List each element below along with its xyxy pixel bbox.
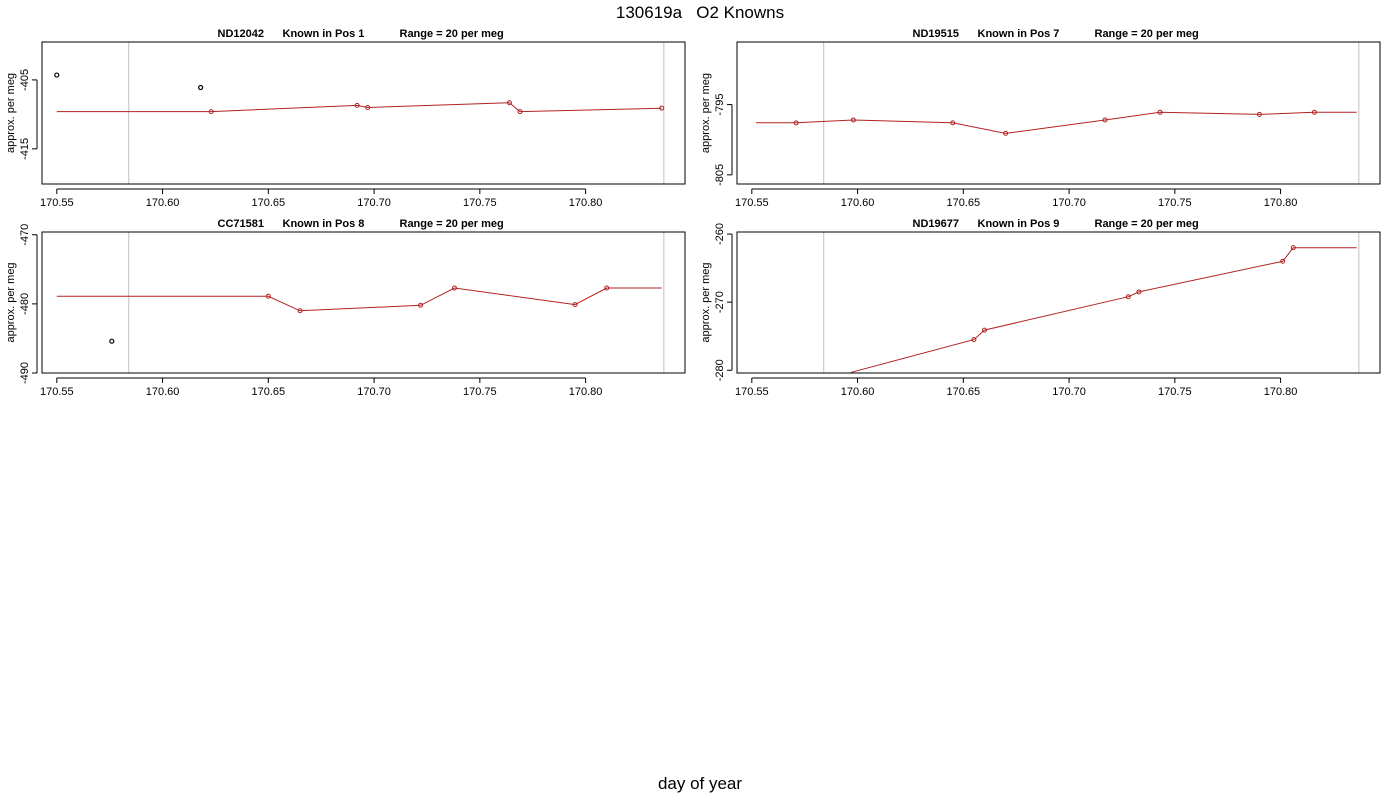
- y-axis-label: approx. per meg: [700, 262, 712, 342]
- data-point: [950, 120, 956, 126]
- data-point: [971, 337, 977, 343]
- panel-title-part: ND12042: [218, 28, 264, 40]
- y-tick-label: -795: [714, 94, 726, 116]
- y-tick-label: -480: [19, 293, 31, 315]
- x-tick-label: 170.65: [251, 386, 285, 398]
- panel-title-part: Known in Pos 9: [978, 218, 1060, 230]
- panel-title-part: Range = 20 per meg: [400, 28, 504, 40]
- data-point: [365, 104, 371, 110]
- data-point: [1003, 130, 1009, 136]
- data-point: [604, 285, 610, 291]
- x-tick-label: 170.65: [251, 197, 285, 209]
- panel-title-part: CC71581: [218, 218, 264, 230]
- outlier-point: [109, 338, 115, 344]
- x-tick-label: 170.70: [357, 386, 391, 398]
- y-tick-label: -805: [714, 164, 726, 186]
- data-point: [1311, 109, 1317, 115]
- data-point: [451, 285, 457, 291]
- x-tick-label: 170.70: [1052, 386, 1086, 398]
- x-tick-label: 170.70: [357, 197, 391, 209]
- panel-title-part: Range = 20 per meg: [1095, 28, 1199, 40]
- panel-title-part: ND19677: [913, 218, 959, 230]
- data-point: [297, 308, 303, 314]
- x-tick-label: 170.60: [146, 386, 180, 398]
- panel-title-part: Known in Pos 8: [283, 218, 365, 230]
- series-line: [56, 102, 662, 113]
- x-tick-label: 170.60: [841, 386, 875, 398]
- panel-1: ND12042 Known in Pos 1 Range = 20 per meg 1…: [5, 28, 686, 209]
- panel-title-part: Range = 20 per meg: [400, 218, 504, 230]
- series-line: [851, 247, 1357, 373]
- x-tick-label: 170.75: [463, 197, 497, 209]
- x-tick-label: 170.80: [1264, 197, 1298, 209]
- panel-title-part: Known in Pos 7: [978, 28, 1060, 40]
- data-point: [850, 117, 856, 123]
- plot-frame: [736, 231, 1381, 374]
- y-axis-label: approx. per meg: [5, 262, 17, 342]
- outlier-point: [198, 84, 204, 91]
- x-tick-label: 170.55: [735, 386, 769, 398]
- x-tick-label: 170.65: [946, 386, 980, 398]
- x-tick-label: 170.70: [1052, 197, 1086, 209]
- data-point: [1256, 111, 1262, 117]
- series-line: [756, 111, 1357, 134]
- data-point: [1157, 109, 1163, 115]
- x-tick-label: 170.75: [1158, 197, 1192, 209]
- panel-title-part: ND19515: [913, 28, 959, 40]
- panel-title-part: Range = 20 per meg: [1095, 218, 1199, 230]
- x-tick-label: 170.80: [569, 197, 603, 209]
- data-point: [354, 102, 360, 108]
- data-point: [659, 105, 665, 111]
- x-tick-label: 170.80: [1264, 386, 1298, 398]
- panel-title-part: Known in Pos 1: [283, 28, 365, 40]
- plot-frame: [736, 41, 1381, 185]
- x-axis-title: day of year: [657, 774, 743, 793]
- x-tick-label: 170.55: [40, 386, 74, 398]
- panel-3: CC71581 Known in Pos 8 Range = 20 per meg 1…: [5, 218, 686, 398]
- panel-2: ND19515 Known in Pos 7 Range = 20 per meg 1…: [700, 28, 1381, 209]
- y-tick-label: -415: [19, 138, 31, 160]
- figure-title: 130619a O2 Knowns: [615, 3, 785, 22]
- data-point: [208, 109, 214, 115]
- x-tick-label: 170.55: [40, 197, 74, 209]
- x-tick-label: 170.60: [146, 197, 180, 209]
- x-tick-label: 170.55: [735, 197, 769, 209]
- outlier-point: [54, 72, 60, 78]
- data-point: [506, 100, 512, 106]
- data-point: [572, 302, 578, 308]
- data-point: [1102, 117, 1108, 123]
- x-tick-label: 170.60: [841, 197, 875, 209]
- y-tick-label: -280: [714, 359, 726, 381]
- x-tick-label: 170.65: [946, 197, 980, 209]
- series-line: [56, 287, 662, 312]
- data-point: [418, 302, 424, 308]
- data-point: [265, 293, 271, 299]
- y-axis-label: approx. per meg: [700, 73, 712, 153]
- y-axis-label: approx. per meg: [5, 73, 17, 153]
- x-tick-label: 170.75: [463, 386, 497, 398]
- y-tick-label: -270: [714, 291, 726, 313]
- y-tick-label: -470: [19, 224, 31, 246]
- data-point: [1136, 289, 1142, 295]
- panel-4: ND19677 Known in Pos 9 Range = 20 per meg 1…: [700, 218, 1381, 398]
- x-tick-label: 170.80: [569, 386, 603, 398]
- y-tick-label: -260: [714, 223, 726, 245]
- data-point: [981, 327, 987, 333]
- plot-frame: [41, 231, 686, 374]
- x-tick-label: 170.75: [1158, 386, 1192, 398]
- data-point: [1125, 294, 1131, 300]
- y-tick-label: -405: [19, 69, 31, 91]
- data-point: [517, 109, 523, 115]
- data-point: [1280, 258, 1286, 264]
- data-point: [793, 120, 799, 126]
- y-tick-label: -490: [19, 362, 31, 384]
- data-point: [1290, 245, 1296, 251]
- plot-frame: [41, 41, 686, 185]
